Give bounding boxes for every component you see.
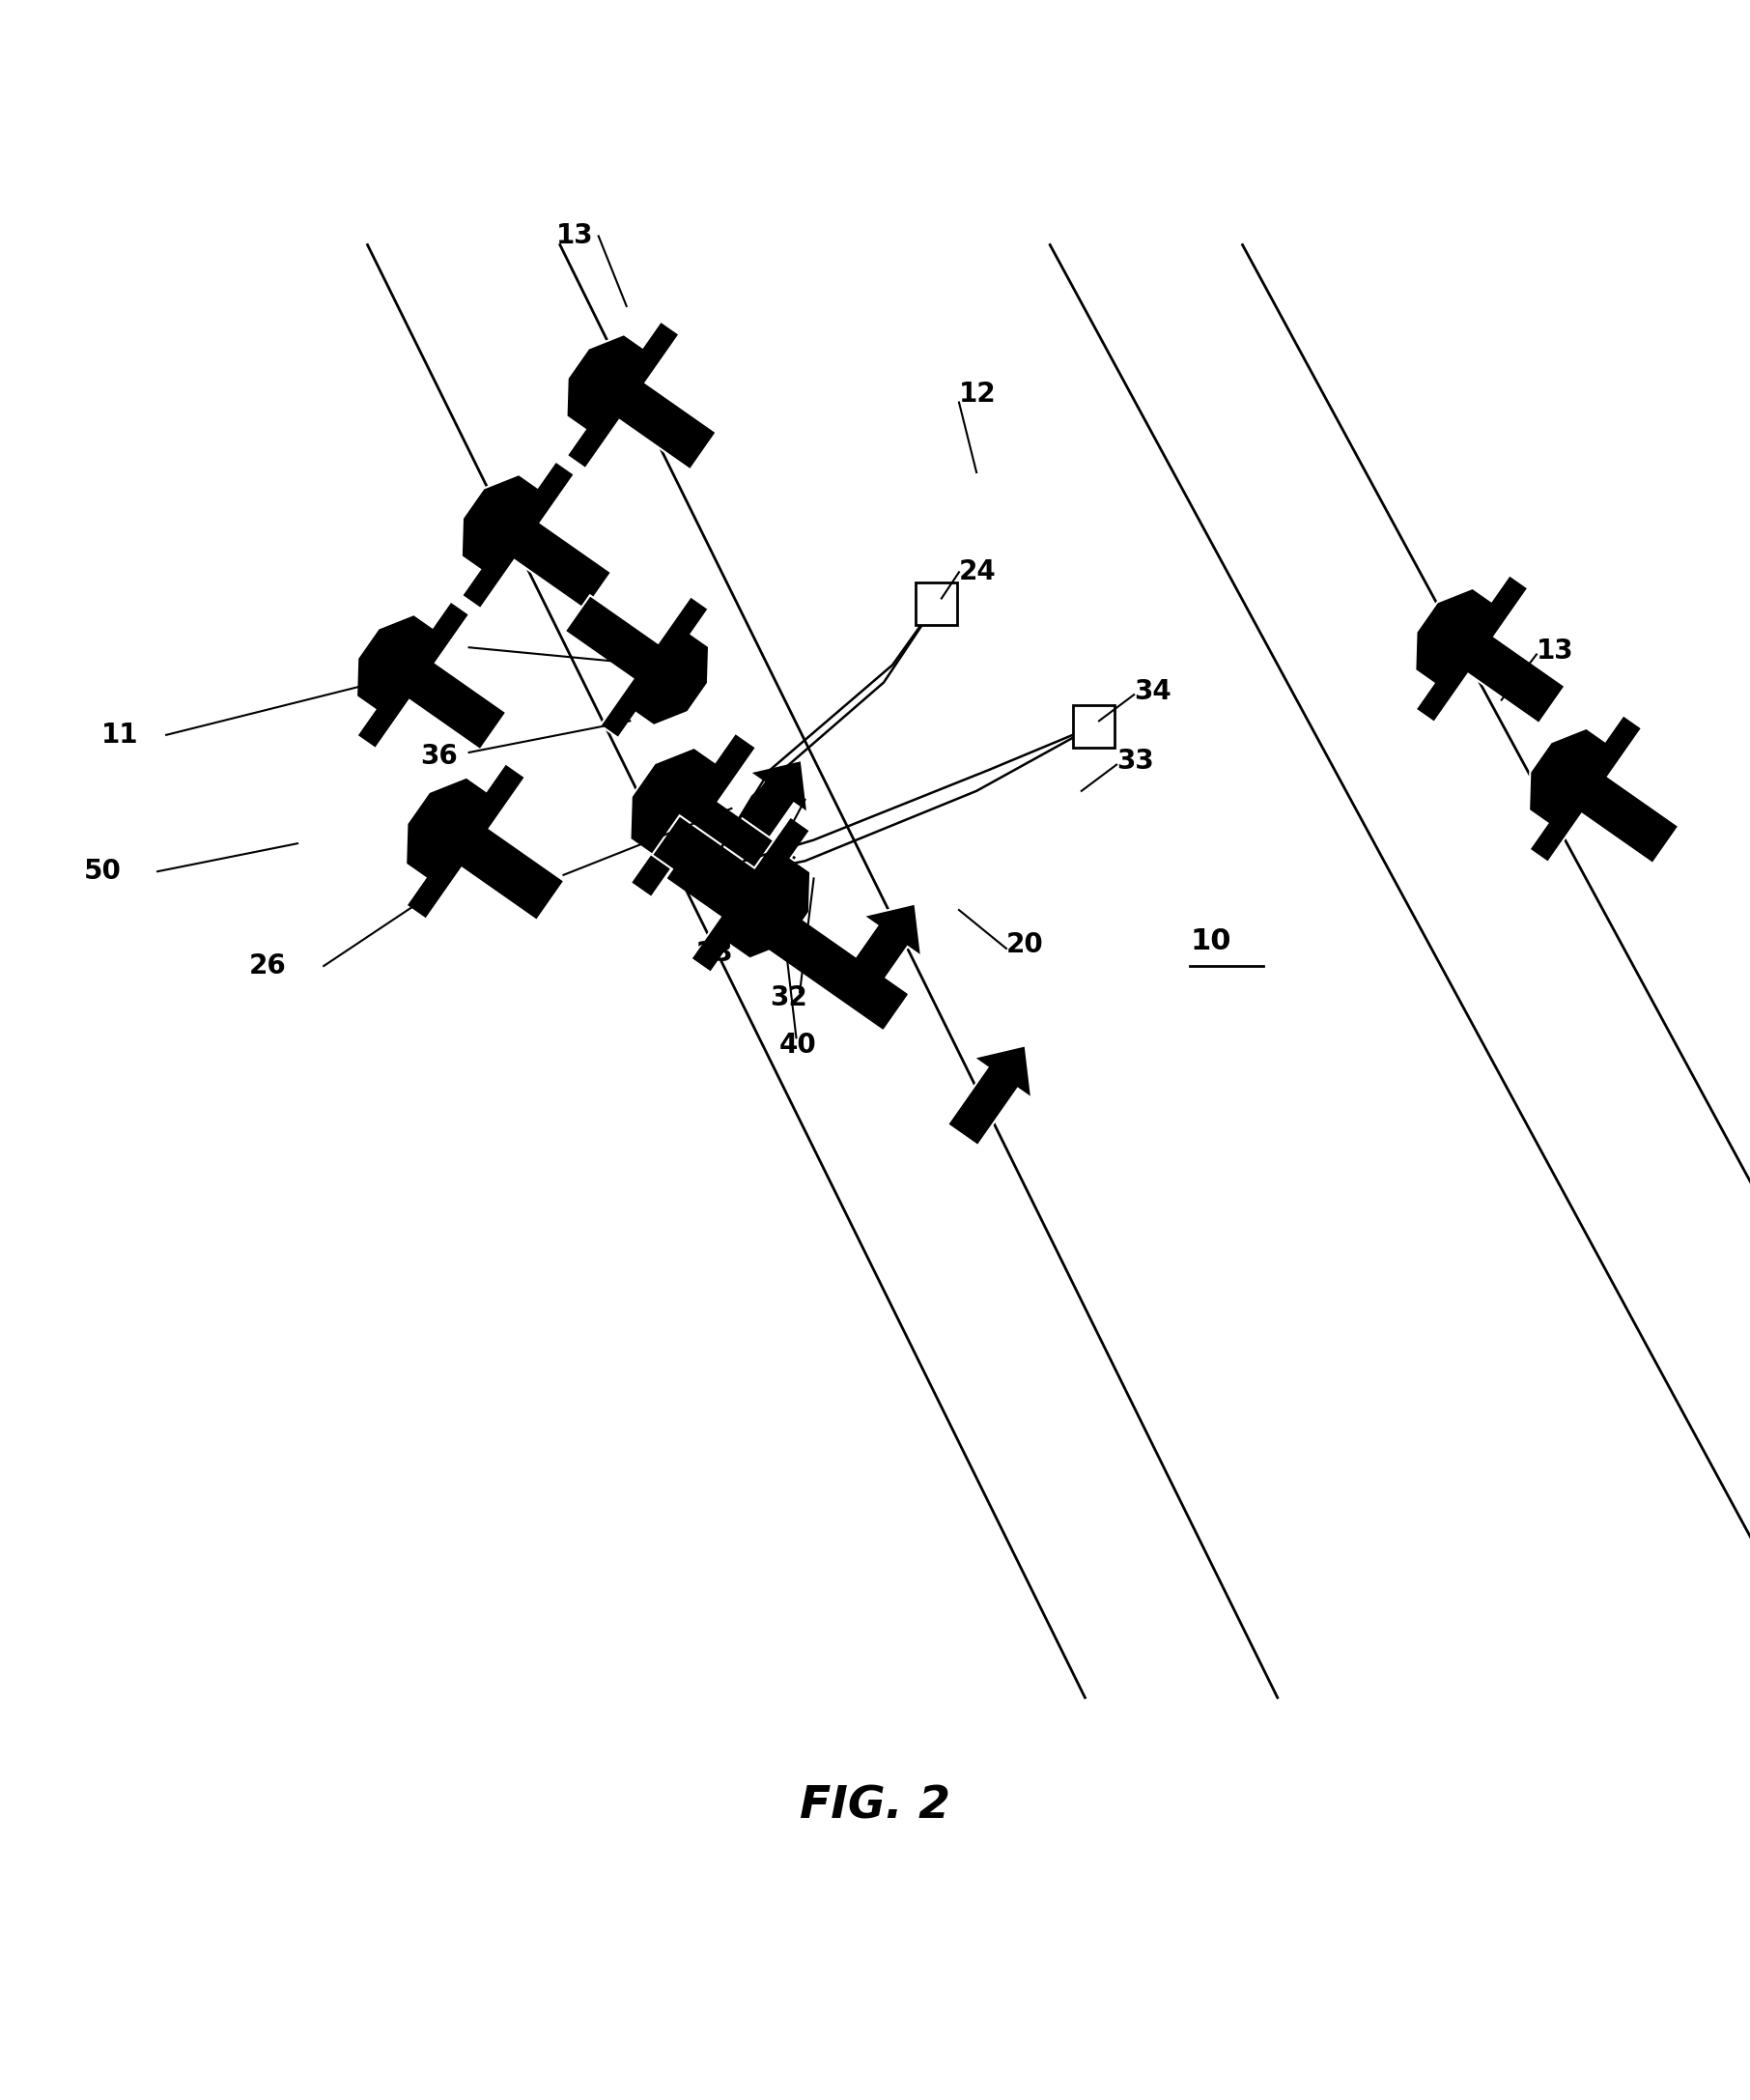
Polygon shape	[653, 815, 810, 972]
Polygon shape	[1416, 575, 1565, 724]
Text: 26: 26	[248, 953, 285, 979]
Text: 50: 50	[84, 859, 121, 884]
Text: 32: 32	[770, 985, 807, 1010]
Text: 13: 13	[1536, 638, 1573, 664]
Polygon shape	[947, 1046, 1031, 1147]
Polygon shape	[915, 582, 957, 624]
Text: 33: 33	[1116, 748, 1153, 775]
Text: 23: 23	[697, 941, 733, 968]
Polygon shape	[836, 903, 921, 1004]
Polygon shape	[462, 462, 611, 609]
Text: 40: 40	[779, 1031, 816, 1058]
Text: 10: 10	[1190, 928, 1230, 956]
Polygon shape	[668, 844, 906, 1029]
Polygon shape	[1530, 716, 1678, 863]
Text: 13: 13	[399, 634, 436, 662]
Polygon shape	[567, 321, 716, 470]
Text: FIG. 2: FIG. 2	[800, 1785, 950, 1827]
Polygon shape	[357, 601, 506, 750]
Text: 13: 13	[556, 223, 593, 250]
Text: 34: 34	[1134, 678, 1171, 706]
Polygon shape	[406, 764, 564, 920]
Text: 36: 36	[420, 743, 457, 769]
Text: 11: 11	[102, 722, 138, 748]
Text: 12: 12	[959, 380, 996, 407]
Text: 22: 22	[499, 861, 536, 888]
Polygon shape	[723, 760, 807, 861]
Text: 20: 20	[1006, 932, 1043, 958]
Polygon shape	[565, 594, 709, 737]
Text: 24: 24	[959, 559, 996, 586]
Polygon shape	[630, 733, 798, 899]
Polygon shape	[1073, 706, 1115, 748]
